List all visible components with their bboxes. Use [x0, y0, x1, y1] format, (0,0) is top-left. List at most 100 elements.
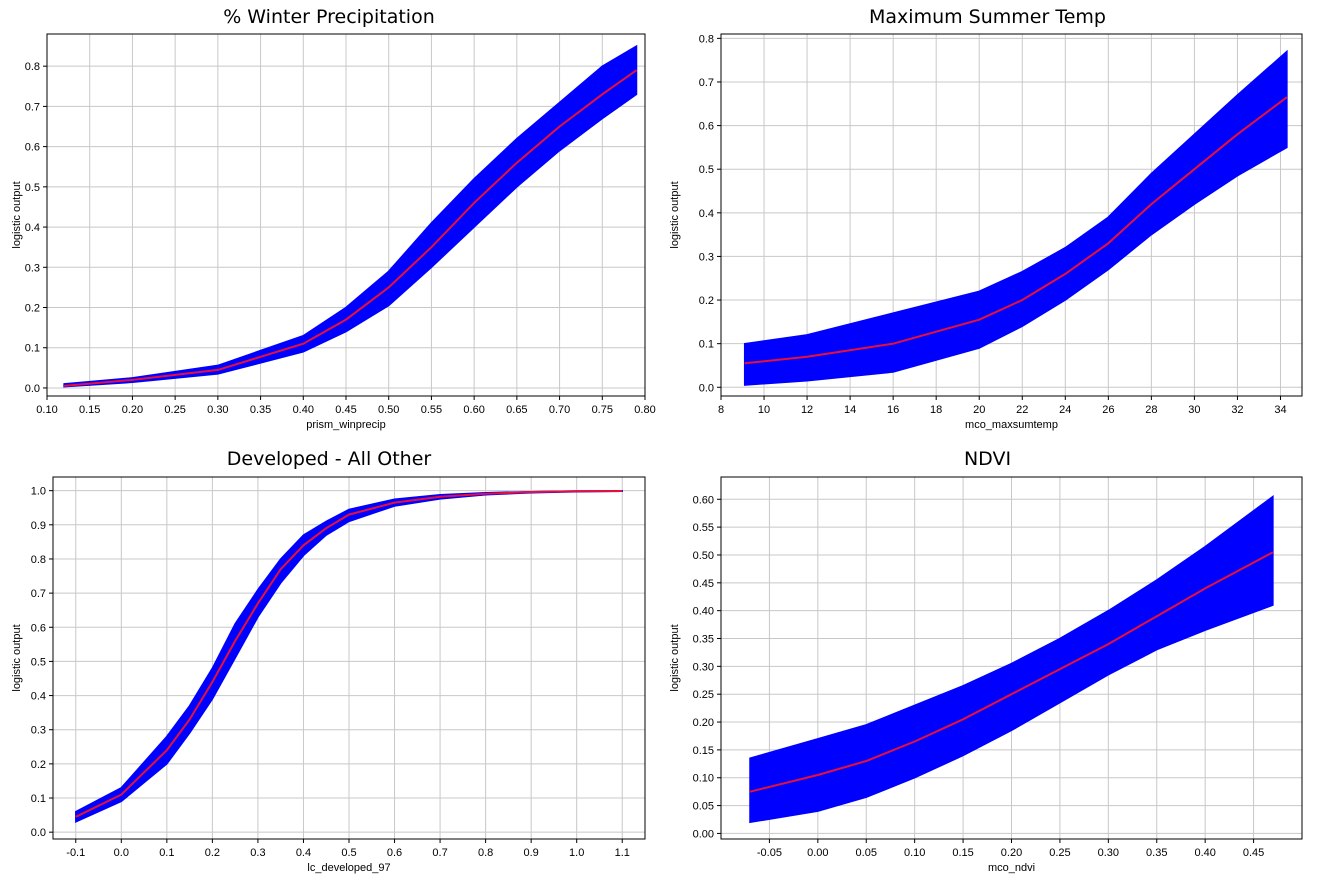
y-tick-label: 0.6	[25, 142, 40, 154]
x-tick-label: 0.35	[1146, 847, 1167, 859]
y-tick-label: 0.55	[693, 522, 714, 534]
y-tick-label: 0.2	[25, 303, 40, 315]
chart-panel-max-summer-temp: Maximum Summer Temp 8 10 12 14 16 18 20 22 24 26 2…	[658, 0, 1317, 443]
y-tick-label: 0.8	[25, 61, 40, 73]
x-tick-label: 0.30	[1098, 847, 1119, 859]
chart-title: % Winter Precipitation	[223, 6, 435, 28]
x-tick-label: 14	[844, 404, 856, 416]
x-axis-label: mco_ndvi	[988, 862, 1035, 874]
x-tick-label: 0.40	[293, 404, 314, 416]
x-tick-label: 1.1	[615, 847, 630, 859]
y-tick-label: 1.0	[31, 486, 46, 498]
x-tick-label: 0.65	[506, 404, 527, 416]
x-tick-label: 0.30	[207, 404, 228, 416]
plot-frame	[720, 476, 1303, 840]
x-tick-label: 20	[973, 404, 985, 416]
x-tick-label: 8	[718, 404, 724, 416]
x-tick-label: 0.2	[205, 847, 220, 859]
x-tick-label: 0.20	[122, 404, 143, 416]
chart-panel-ndvi: NDVI -0.05 0.00 0.05 0.10 0.15 0.20 0.25 0.30 0.…	[658, 443, 1317, 886]
response-line	[749, 551, 1274, 793]
x-tick-label: 0.9	[524, 847, 539, 859]
x-tick-label: 0.25	[164, 404, 185, 416]
plot-frame	[46, 33, 646, 397]
y-tick-label: 0.1	[25, 343, 40, 355]
y-tick-label: 0.4	[699, 208, 714, 220]
x-tick-label: 0.0	[114, 847, 129, 859]
chart-svg: 0.10 0.15 0.20 0.25 0.30 0.35 0.40 0.45 0.50 0.55…	[11, 33, 656, 431]
x-tick-label: 0.70	[549, 404, 570, 416]
plot-frame	[720, 33, 1303, 397]
chart-svg: 8 10 12 14 16 18 20 22 24 26 28 30 32 34 0.0 0.1 0.2 0.3 0…	[669, 33, 1303, 431]
y-tick-label: 0.1	[31, 793, 46, 805]
x-tick-label: 0.25	[1049, 847, 1070, 859]
y-tick-label: 0.15	[693, 745, 714, 757]
x-tick-label: 1.0	[569, 847, 584, 859]
x-tick-label: 32	[1231, 404, 1243, 416]
x-tick-label: 0.45	[1243, 847, 1264, 859]
x-tick-label: -0.1	[66, 847, 85, 859]
y-tick-label: 0.10	[693, 773, 714, 785]
response-line	[64, 69, 638, 387]
x-tick-label: 0.7	[432, 847, 447, 859]
confidence-band	[63, 44, 638, 388]
y-tick-label: 0.30	[693, 661, 714, 673]
y-tick-label: 0.4	[25, 222, 40, 234]
y-tick-label: 0.25	[693, 689, 714, 701]
response-line	[75, 490, 623, 818]
response-line	[744, 96, 1288, 365]
chart-panel-developed: Developed - All Other -0.1 0.0 0.1 0.2 0.3 0.…	[0, 443, 658, 886]
y-tick-label: 0.05	[693, 801, 714, 813]
y-tick-label: 0.45	[693, 578, 714, 590]
y-tick-label: 0.3	[31, 725, 46, 737]
chart-svg: -0.05 0.00 0.05 0.10 0.15 0.20 0.25 0.30 0.35 0.4…	[669, 476, 1303, 874]
y-tick-label: 0.6	[31, 622, 46, 634]
y-tick-label: 0.5	[25, 182, 40, 194]
y-tick-label: 0.0	[699, 382, 714, 394]
x-tick-label: 0.15	[79, 404, 100, 416]
x-tick-label: 0.60	[463, 404, 484, 416]
x-tick-label: 0.75	[592, 404, 613, 416]
x-tick-label: 0.15	[952, 847, 973, 859]
y-tick-label: 0.60	[693, 494, 714, 506]
x-axis-label: mco_maxsumtemp	[965, 419, 1058, 431]
x-tick-label: 0.10	[904, 847, 925, 859]
x-tick-label: 10	[758, 404, 770, 416]
y-tick-label: 0.0	[31, 827, 46, 839]
x-tick-label: 18	[930, 404, 942, 416]
y-tick-label: 0.3	[699, 251, 714, 263]
y-tick-label: 0.40	[693, 606, 714, 618]
x-axis-label: lc_developed_97	[307, 862, 390, 874]
confidence-band	[743, 49, 1288, 386]
y-tick-label: 0.2	[31, 759, 46, 771]
chart-title: NDVI	[963, 448, 1012, 470]
y-tick-label: 0.9	[31, 520, 46, 532]
x-tick-label: 34	[1274, 404, 1286, 416]
chart-title: Maximum Summer Temp	[869, 6, 1106, 28]
x-tick-label: 16	[887, 404, 899, 416]
x-tick-label: 0.50	[378, 404, 399, 416]
x-tick-label: 0.35	[250, 404, 271, 416]
y-axis-label: logistic output	[669, 181, 681, 248]
x-tick-label: 0.4	[296, 847, 311, 859]
y-tick-label: 0.50	[693, 550, 714, 562]
y-tick-label: 0.8	[699, 33, 714, 45]
y-tick-label: 0.20	[693, 717, 714, 729]
plot-frame	[52, 476, 646, 840]
x-tick-label: 0.8	[478, 847, 493, 859]
y-tick-label: 0.2	[699, 295, 714, 307]
chart-title: Developed - All Other	[226, 448, 432, 470]
y-axis-label: logistic output	[669, 624, 681, 691]
y-tick-label: 0.1	[699, 339, 714, 351]
y-tick-label: 0.00	[693, 828, 714, 840]
y-tick-label: 0.3	[25, 262, 40, 274]
y-tick-label: 0.4	[31, 691, 46, 703]
x-tick-label: 0.05	[856, 847, 877, 859]
y-tick-label: 0.6	[699, 121, 714, 133]
chart-svg: -0.1 0.0 0.1 0.2 0.3 0.4 0.5 0.6 0.7 0.8 0.9 1.0 1.1…	[11, 476, 646, 874]
x-tick-label: 12	[801, 404, 813, 416]
x-tick-label: 0.00	[807, 847, 828, 859]
chart-panel-winter-precip: % Winter Precipitation 0.10 0.15 0.20 0.25 0…	[0, 0, 658, 443]
x-tick-label: 30	[1188, 404, 1200, 416]
x-tick-label: 22	[1016, 404, 1028, 416]
